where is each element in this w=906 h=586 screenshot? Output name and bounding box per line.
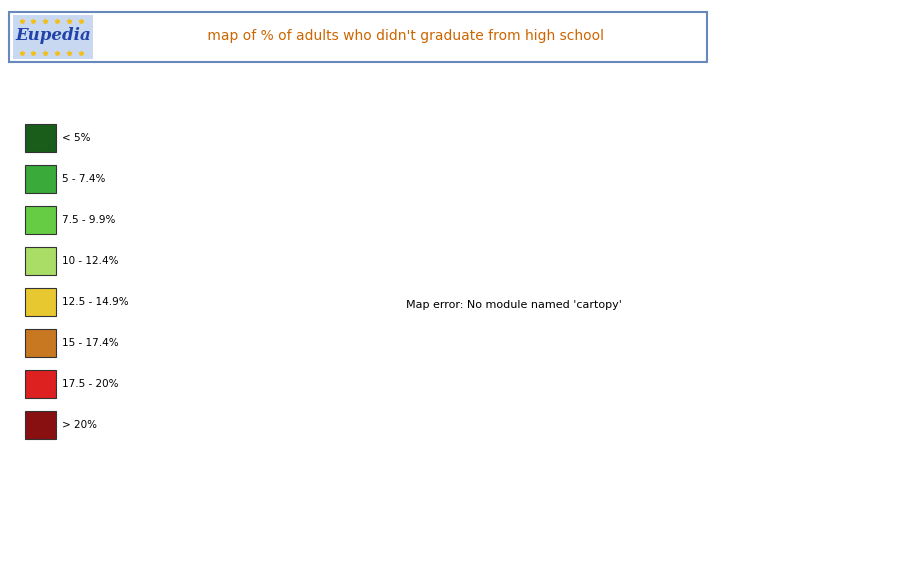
Text: 15 - 17.4%: 15 - 17.4% [63,338,119,348]
Text: > 20%: > 20% [63,420,97,430]
Bar [24,124,56,152]
FancyBboxPatch shape [9,12,707,62]
Text: Map error: No module named 'cartopy': Map error: No module named 'cartopy' [406,299,622,310]
Bar [24,370,56,398]
Text: Eupedia: Eupedia [15,27,91,44]
Bar [24,411,56,439]
Bar [24,288,56,316]
Text: 10 - 12.4%: 10 - 12.4% [63,255,119,266]
Bar [24,247,56,275]
Text: map of % of adults who didn't graduate from high school: map of % of adults who didn't graduate f… [203,29,603,43]
Bar [24,206,56,234]
Text: 17.5 - 20%: 17.5 - 20% [63,379,119,389]
Bar [24,165,56,193]
Bar [24,329,56,357]
Text: 12.5 - 14.9%: 12.5 - 14.9% [63,297,129,307]
Text: 5 - 7.4%: 5 - 7.4% [63,173,106,184]
Text: < 5%: < 5% [63,132,91,143]
FancyBboxPatch shape [13,15,92,59]
Text: 7.5 - 9.9%: 7.5 - 9.9% [63,214,116,225]
